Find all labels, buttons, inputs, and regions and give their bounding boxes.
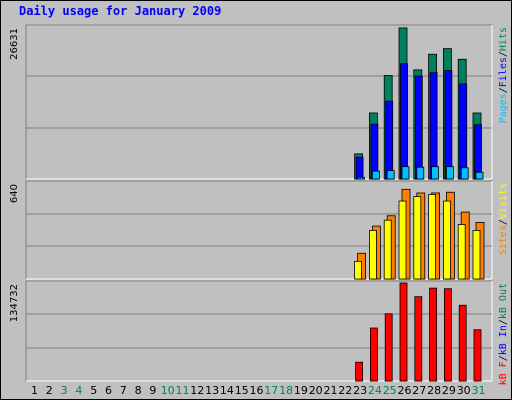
x-tick-label: 3 <box>61 384 68 397</box>
x-tick-label: 11 <box>176 384 190 397</box>
bar-files <box>355 156 364 180</box>
x-tick-label: 4 <box>75 384 82 397</box>
x-tick-label: 1 <box>31 384 38 397</box>
bar-visits <box>457 224 466 280</box>
bar-pages <box>371 170 380 180</box>
bar-pages <box>416 166 425 180</box>
x-tick-label: 6 <box>105 384 112 397</box>
x-tick-label: 28 <box>427 384 441 397</box>
bar-visits <box>428 194 437 280</box>
bar-pages <box>445 166 454 180</box>
y-max-label: 640 <box>9 184 20 203</box>
bar-files <box>400 63 408 180</box>
x-tick-label: 26 <box>398 384 412 397</box>
chart-title: Daily usage for January 2009 <box>19 4 222 18</box>
legend-item: Sites <box>498 225 509 255</box>
bar-kb-f <box>384 313 393 382</box>
bar-files <box>414 75 423 180</box>
bar-pages <box>475 171 484 180</box>
legend-top: Pages/Files/Hits <box>498 27 509 123</box>
bar-kb-f <box>458 304 467 382</box>
legend-item: / <box>498 355 509 361</box>
bar-visits <box>383 219 392 280</box>
legend-item: Pages <box>498 93 509 123</box>
x-tick-label: 8 <box>135 384 142 397</box>
x-tick-label: 17 <box>264 384 278 397</box>
bar-kb-f <box>355 361 364 382</box>
bar-files <box>385 100 394 180</box>
x-tick-label: 25 <box>383 384 397 397</box>
legend-item: Visits <box>498 183 509 219</box>
y-max-label: 134732 <box>9 284 20 322</box>
legend-item: kB In <box>498 325 509 355</box>
legend-item: / <box>498 319 509 325</box>
legend-middle: Sites/Visits <box>498 183 509 255</box>
bar-kb-f <box>443 288 452 382</box>
bar-pages <box>460 167 469 180</box>
bar-kb-f <box>369 327 378 382</box>
x-tick-label: 13 <box>205 384 219 397</box>
bar-kb-f <box>429 287 438 382</box>
x-tick-label: 14 <box>220 384 234 397</box>
legend-bottom: kB F/kB In/kB Out <box>498 283 509 385</box>
bar-files <box>429 72 438 180</box>
bar-visits <box>354 260 363 280</box>
legend-item: Hits <box>498 27 509 51</box>
bar-files <box>444 70 453 180</box>
x-tick-label: 20 <box>309 384 323 397</box>
x-tick-label: 24 <box>368 384 382 397</box>
x-tick-label: 21 <box>324 384 338 397</box>
x-tick-label: 19 <box>294 384 308 397</box>
x-tick-label: 15 <box>235 384 249 397</box>
x-tick-label: 2 <box>46 384 53 397</box>
y-max-label: 26631 <box>9 28 20 60</box>
bar-files <box>474 124 482 180</box>
x-tick-label: 30 <box>457 384 471 397</box>
legend-item: / <box>498 51 509 57</box>
x-tick-label: 31 <box>472 384 486 397</box>
bar-pages <box>431 166 440 180</box>
x-tick-label: 7 <box>120 384 127 397</box>
x-tick-label: 12 <box>190 384 204 397</box>
bar-visits <box>413 196 422 280</box>
x-tick-label: 16 <box>250 384 264 397</box>
bar-files <box>459 83 468 180</box>
bar-kb-f <box>473 329 482 382</box>
x-tick-label: 29 <box>442 384 456 397</box>
bar-visits <box>368 230 377 280</box>
legend-item: / <box>498 87 509 93</box>
bar-visits <box>472 230 481 280</box>
x-tick-label: 18 <box>279 384 293 397</box>
x-tick-label: 22 <box>338 384 352 397</box>
bar-pages <box>386 170 395 180</box>
x-tick-label: 9 <box>149 384 156 397</box>
bar-visits <box>398 200 407 280</box>
x-tick-label: 5 <box>90 384 97 397</box>
x-tick-label: 23 <box>353 384 367 397</box>
legend-item: / <box>498 219 509 225</box>
bar-pages <box>357 176 366 180</box>
legend-item: kB F <box>498 361 509 385</box>
x-tick-label: 27 <box>412 384 426 397</box>
x-tick-label: 10 <box>161 384 175 397</box>
legend-item: Files <box>498 57 509 87</box>
bar-kb-f <box>399 282 408 382</box>
bar-kb-f <box>414 296 423 382</box>
bar-visits <box>442 200 451 280</box>
bar-pages <box>401 166 410 180</box>
legend-item: kB Out <box>498 283 509 319</box>
